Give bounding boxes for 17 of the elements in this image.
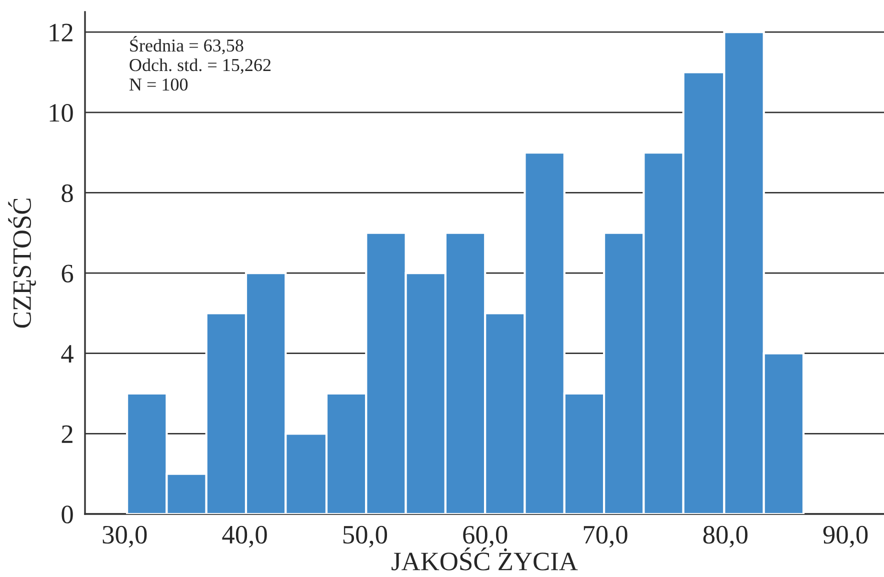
x-tick-label: 70,0 xyxy=(584,526,628,548)
y-tick-label: 12 xyxy=(50,24,72,42)
y-axis-title: CZĘSTOŚĆ xyxy=(8,198,36,328)
y-tick-label: 6 xyxy=(62,264,74,282)
y-tick-label: 8 xyxy=(62,184,73,202)
x-tick-label: 50,0 xyxy=(343,526,388,548)
y-tick-label: 2 xyxy=(62,425,72,443)
x-tick-label: 40,0 xyxy=(222,526,267,548)
annotation: Średnia = 63,58 Odch. std. = 15,262 N = 100 xyxy=(129,36,271,91)
x-axis-title: JAKOŚĆ ŻYCIA xyxy=(392,548,578,570)
y-tick-label: 0 xyxy=(62,506,73,524)
y-tick-label: 4 xyxy=(61,345,74,363)
y-tick-label: 10 xyxy=(50,104,73,122)
x-tick-label: 60,0 xyxy=(463,526,508,548)
x-tick-label: 90,0 xyxy=(823,526,868,548)
x-tick-label: 80,0 xyxy=(703,526,748,548)
x-tick-label: 30,0 xyxy=(102,526,147,548)
